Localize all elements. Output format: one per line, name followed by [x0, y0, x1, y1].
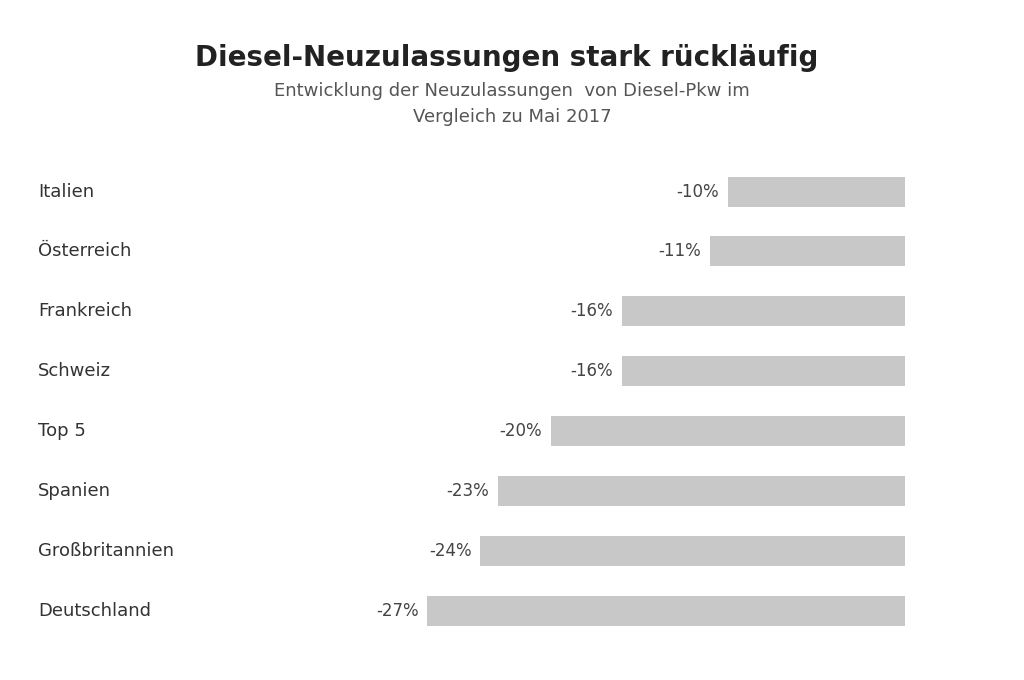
Text: Frankreich: Frankreich	[38, 303, 132, 320]
Bar	[622, 296, 905, 326]
Text: -24%: -24%	[429, 542, 471, 560]
Bar	[427, 596, 905, 626]
Text: Italien: Italien	[38, 182, 94, 201]
Bar	[711, 237, 905, 267]
Bar	[622, 356, 905, 386]
Text: Österreich: Österreich	[38, 243, 131, 260]
Bar	[551, 416, 905, 446]
Title: Diesel-Neuzulassungen stark rückläufig: Diesel-Neuzulassungen stark rückläufig	[196, 44, 818, 72]
Text: -10%: -10%	[677, 182, 719, 201]
Bar	[728, 177, 905, 207]
Text: -16%: -16%	[570, 303, 613, 320]
Text: -23%: -23%	[446, 482, 489, 500]
Bar	[480, 536, 905, 566]
Text: Entwicklung der Neuzulassungen  von Diesel-Pkw im
Vergleich zu Mai 2017: Entwicklung der Neuzulassungen von Diese…	[274, 82, 750, 126]
Text: Spanien: Spanien	[38, 482, 112, 500]
Text: Großbritannien: Großbritannien	[38, 542, 174, 560]
Text: -27%: -27%	[376, 602, 419, 620]
Text: Deutschland: Deutschland	[38, 602, 152, 620]
Text: -16%: -16%	[570, 362, 613, 380]
Text: -11%: -11%	[658, 243, 701, 260]
Text: Top 5: Top 5	[38, 422, 86, 440]
Bar	[498, 476, 905, 506]
Text: Schweiz: Schweiz	[38, 362, 112, 380]
Text: -20%: -20%	[500, 422, 543, 440]
